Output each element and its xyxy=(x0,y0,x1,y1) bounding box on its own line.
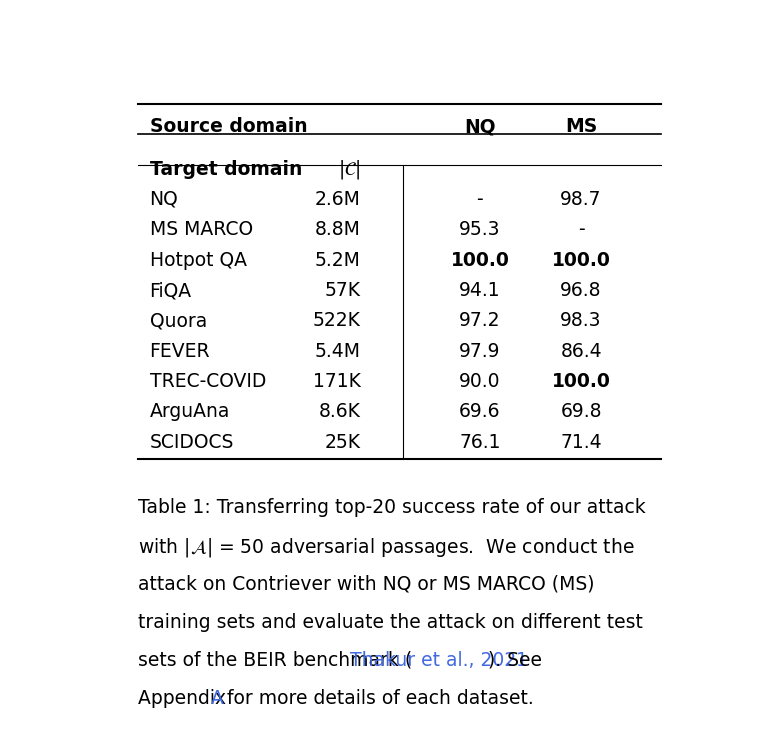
Text: Table 1: Transferring top-20 success rate of our attack: Table 1: Transferring top-20 success rat… xyxy=(137,498,645,517)
Text: 2.6M: 2.6M xyxy=(315,190,361,209)
Text: FEVER: FEVER xyxy=(150,342,210,361)
Text: 90.0: 90.0 xyxy=(459,372,501,391)
Text: with $|\mathcal{A}|$ = 50 adversarial passages.  We conduct the: with $|\mathcal{A}|$ = 50 adversarial pa… xyxy=(137,536,634,559)
Text: attack on Contriever with NQ or MS MARCO (MS): attack on Contriever with NQ or MS MARCO… xyxy=(137,575,594,593)
Text: MS: MS xyxy=(565,118,598,137)
Text: Source domain: Source domain xyxy=(150,118,307,137)
Text: Thakur et al., 2021: Thakur et al., 2021 xyxy=(350,651,528,670)
Text: NQ: NQ xyxy=(150,190,178,209)
Text: 8.6K: 8.6K xyxy=(319,402,361,421)
Text: 8.8M: 8.8M xyxy=(315,220,361,239)
Text: 522K: 522K xyxy=(313,312,361,331)
Text: Target domain: Target domain xyxy=(150,160,302,179)
Text: ArguAna: ArguAna xyxy=(150,402,230,421)
Text: Quora: Quora xyxy=(150,312,207,331)
Text: MS MARCO: MS MARCO xyxy=(150,220,253,239)
Text: 94.1: 94.1 xyxy=(459,281,501,300)
Text: 98.7: 98.7 xyxy=(561,190,602,209)
Text: 57K: 57K xyxy=(325,281,361,300)
Text: FiQA: FiQA xyxy=(150,281,192,300)
Text: sets of the BEIR benchmark (: sets of the BEIR benchmark ( xyxy=(137,651,412,670)
Text: Appendix: Appendix xyxy=(137,689,232,708)
Text: 97.9: 97.9 xyxy=(459,342,501,361)
Text: SCIDOCS: SCIDOCS xyxy=(150,433,234,452)
Text: 76.1: 76.1 xyxy=(459,433,501,452)
Text: for more details of each dataset.: for more details of each dataset. xyxy=(220,689,533,708)
Text: Hotpot QA: Hotpot QA xyxy=(150,250,247,269)
Text: 96.8: 96.8 xyxy=(561,281,602,300)
Text: 86.4: 86.4 xyxy=(561,342,602,361)
Text: 97.2: 97.2 xyxy=(459,312,501,331)
Text: -: - xyxy=(477,190,483,209)
Text: $|\mathcal{C}|$: $|\mathcal{C}|$ xyxy=(338,158,361,180)
Text: -: - xyxy=(578,220,584,239)
Text: 71.4: 71.4 xyxy=(561,433,602,452)
Text: 100.0: 100.0 xyxy=(451,250,509,269)
Text: 69.6: 69.6 xyxy=(459,402,501,421)
Text: ). See: ). See xyxy=(488,651,542,670)
Text: 69.8: 69.8 xyxy=(561,402,602,421)
Text: A: A xyxy=(210,689,223,708)
Text: 100.0: 100.0 xyxy=(551,250,611,269)
Text: NQ: NQ xyxy=(464,118,495,137)
Text: 171K: 171K xyxy=(313,372,361,391)
Text: 25K: 25K xyxy=(325,433,361,452)
Text: training sets and evaluate the attack on different test: training sets and evaluate the attack on… xyxy=(137,612,643,631)
Text: 5.4M: 5.4M xyxy=(315,342,361,361)
Text: 5.2M: 5.2M xyxy=(315,250,361,269)
Text: 98.3: 98.3 xyxy=(561,312,602,331)
Text: TREC-COVID: TREC-COVID xyxy=(150,372,266,391)
Text: 95.3: 95.3 xyxy=(459,220,501,239)
Text: 100.0: 100.0 xyxy=(551,372,611,391)
